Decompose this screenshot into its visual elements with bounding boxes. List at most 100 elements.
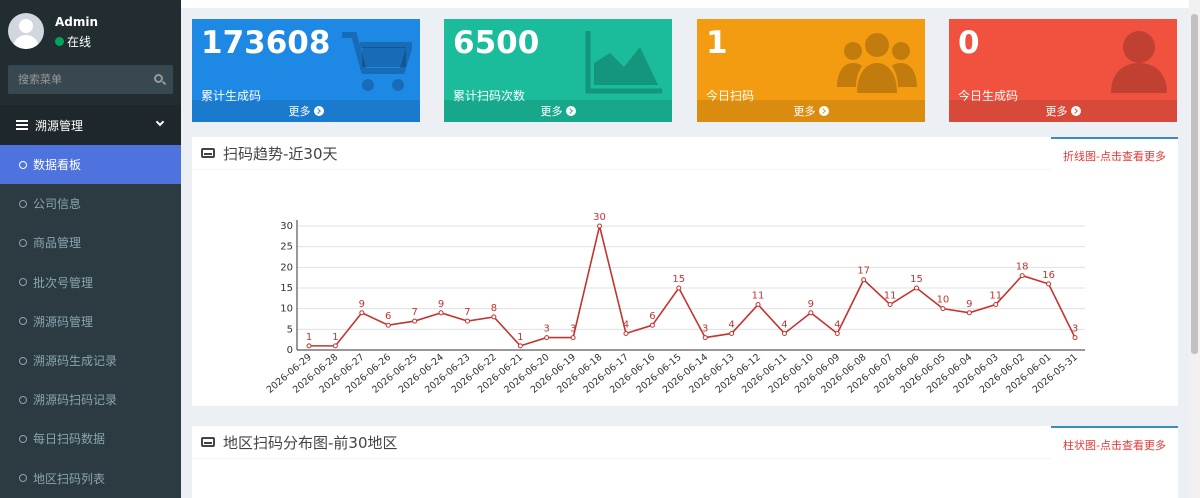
- more-link[interactable]: 更多: [949, 100, 1177, 122]
- data-label: 7: [464, 307, 470, 318]
- data-label: 1: [517, 332, 523, 343]
- data-point: [570, 335, 576, 341]
- list-icon: [16, 120, 28, 130]
- data-label: 15: [910, 274, 923, 285]
- sidebar-item-label: 溯源码生成记录: [33, 354, 118, 369]
- data-point: [491, 314, 497, 320]
- main-content: 173608 累计生成码 更多 6500 累计扫码次数 更多 1 今日扫码 更多 0 今日生成码 更多…: [181, 0, 1189, 498]
- menu-section-header[interactable]: 溯源管理: [0, 105, 181, 145]
- page-scrollbar[interactable]: [1189, 0, 1200, 498]
- sidebar-item[interactable]: 每日扫码数据: [0, 419, 181, 459]
- data-label: 9: [966, 299, 972, 310]
- area-chart-icon: [584, 29, 664, 99]
- sidebar-item[interactable]: 商品管理: [0, 223, 181, 263]
- data-label: 17: [857, 266, 870, 277]
- search-icon[interactable]: [154, 74, 163, 83]
- data-point: [1046, 281, 1052, 287]
- data-label: 1: [306, 332, 312, 343]
- sidebar-item-label: 地区扫码列表: [33, 471, 106, 486]
- stat-label: 今日扫码: [706, 89, 755, 103]
- sidebar-item[interactable]: 公司信息: [0, 184, 181, 224]
- sidebar-item[interactable]: 溯源码管理: [0, 301, 181, 341]
- data-label: 1: [332, 332, 338, 343]
- cart-icon: [340, 29, 415, 99]
- data-label: 9: [359, 299, 365, 310]
- tab-line-chart[interactable]: 折线图-点击查看更多: [1051, 137, 1178, 173]
- data-point: [385, 322, 391, 328]
- sidebar-item-label: 溯源码管理: [33, 314, 94, 329]
- data-point: [940, 306, 946, 312]
- online-status: 在线: [55, 33, 91, 50]
- circle-icon: [19, 356, 27, 365]
- data-label: 11: [752, 291, 765, 302]
- tab-bar-chart[interactable]: 柱状图-点击查看更多: [1051, 426, 1178, 462]
- data-point: [359, 310, 365, 316]
- y-tick-label: 30: [280, 221, 293, 232]
- menu-search-input[interactable]: [8, 65, 143, 94]
- data-point: [834, 330, 840, 336]
- menu-section-label: 溯源管理: [35, 118, 84, 133]
- data-point: [993, 302, 999, 308]
- data-point: [887, 302, 893, 308]
- stat-value: 173608: [201, 25, 331, 61]
- trend-line-chart: 0510152025302026-06-292026-06-282026-06-…: [265, 212, 1085, 396]
- arrow-circle-right-icon: [565, 106, 576, 116]
- y-tick-label: 0: [287, 345, 293, 356]
- sidebar-item-label: 溯源码扫码记录: [33, 393, 118, 408]
- data-label: 16: [1042, 270, 1055, 281]
- sidebar-item[interactable]: 地区扫码列表: [0, 458, 181, 498]
- data-point: [332, 343, 338, 349]
- more-label: 更多: [288, 105, 311, 118]
- sidebar-item-label: 数据看板: [33, 158, 82, 173]
- data-label: 30: [593, 212, 606, 223]
- user-icon: [1109, 29, 1169, 99]
- data-point: [412, 318, 418, 324]
- data-point: [306, 343, 312, 349]
- more-label: 更多: [1045, 105, 1068, 118]
- data-label: 4: [834, 319, 840, 330]
- sidebar-item[interactable]: 数据看板: [0, 145, 181, 185]
- stat-card: 0 今日生成码 更多: [949, 19, 1177, 122]
- avatar[interactable]: [8, 13, 44, 49]
- sidebar-item[interactable]: 溯源码生成记录: [0, 340, 181, 381]
- data-label: 4: [728, 319, 734, 330]
- circle-icon: [19, 238, 27, 247]
- data-label: 3: [702, 324, 708, 335]
- data-point: [438, 310, 444, 316]
- online-dot-icon: [55, 37, 64, 46]
- y-tick-label: 25: [280, 242, 293, 253]
- data-label: 11: [989, 291, 1002, 302]
- circle-icon: [19, 160, 27, 169]
- data-label: 3: [570, 324, 576, 335]
- status-text: 在线: [67, 35, 92, 49]
- data-point: [755, 302, 761, 308]
- data-label: 9: [808, 299, 814, 310]
- data-point: [597, 223, 603, 229]
- data-point: [517, 343, 523, 349]
- scrollbar-thumb[interactable]: [1191, 14, 1198, 354]
- circle-icon: [19, 278, 27, 287]
- data-label: 3: [1072, 324, 1078, 335]
- menu-search: [8, 65, 173, 94]
- data-point: [464, 318, 470, 324]
- data-label: 6: [385, 311, 391, 322]
- data-point: [676, 285, 682, 291]
- more-link[interactable]: 更多: [444, 100, 672, 122]
- more-link[interactable]: 更多: [697, 100, 925, 122]
- data-label: 6: [649, 311, 655, 322]
- more-link[interactable]: 更多: [192, 100, 420, 122]
- y-tick-label: 15: [280, 283, 293, 294]
- username: Admin: [55, 15, 99, 29]
- circle-icon: [19, 474, 27, 483]
- arrow-circle-right-icon: [313, 106, 324, 116]
- arrow-circle-right-icon: [818, 106, 829, 116]
- sidebar-item-label: 每日扫码数据: [33, 432, 106, 447]
- data-label: 18: [1016, 262, 1029, 273]
- sidebar-item[interactable]: 溯源码扫码记录: [0, 380, 181, 420]
- data-point: [729, 330, 735, 336]
- trend-panel-header: 扫码趋势-近30天 折线图-点击查看更多: [192, 137, 1178, 173]
- sidebar-item[interactable]: 批次号管理: [0, 262, 181, 302]
- stat-value: 0: [958, 25, 980, 61]
- sidebar-menu: 数据看板公司信息 商品管理 批次号管理溯源码管理溯源码生成记录 溯源码扫码记录 每日扫码…: [0, 145, 181, 498]
- data-point: [702, 335, 708, 341]
